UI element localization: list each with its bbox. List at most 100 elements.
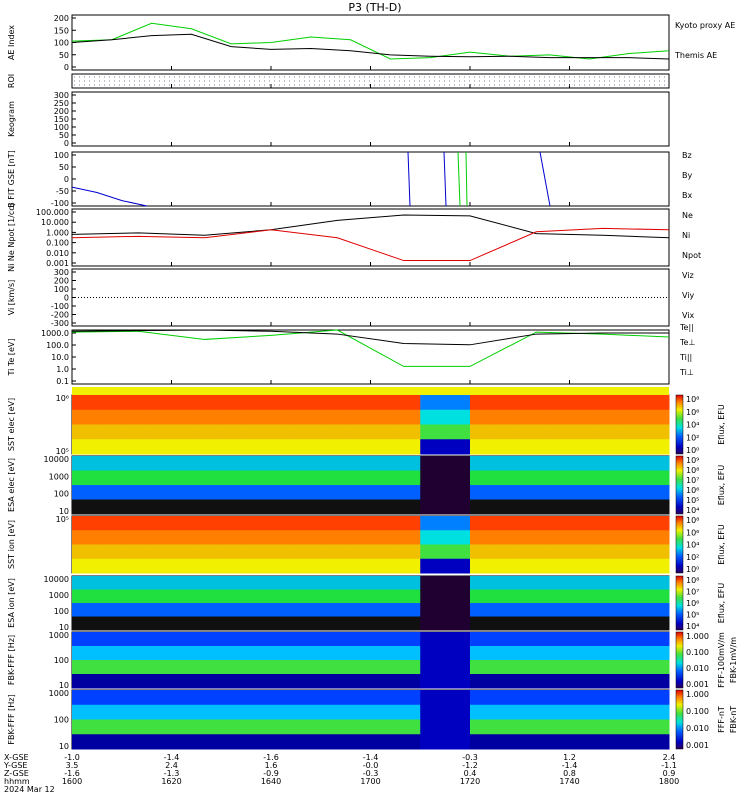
spectro-cell-fbk_e	[146, 719, 172, 735]
spectro-cell-sst_i	[121, 516, 148, 531]
spectro-cell-fbk_b	[519, 660, 546, 675]
ytick-esa_e: 100	[54, 490, 69, 499]
spectro-cell-sst_i	[569, 516, 595, 531]
spectro-cell-fbk_b	[420, 674, 446, 689]
spectro-cell-fbk_e	[121, 690, 148, 706]
spectro-cell-esa_e	[146, 470, 172, 486]
spectro-cell-sst_e	[569, 424, 595, 440]
spectro-cell-fbk_b	[221, 674, 247, 689]
ae-series-line	[71, 22, 670, 60]
b-transition-line	[407, 151, 411, 207]
spectro-cell-esa_e	[494, 499, 521, 515]
time-tick: 1720	[460, 777, 480, 786]
spectro-cell-sst_e	[619, 439, 645, 455]
spectro-cell-sst_i	[345, 530, 371, 545]
spectro-cell-fbk_b	[370, 660, 396, 675]
spectro-cell-fbk_e	[146, 690, 172, 706]
spectro-cell-esa_e	[271, 470, 297, 486]
spectro-cell-esa_e	[345, 485, 371, 500]
cbar-tick-fbk_e: 1.000	[686, 690, 709, 699]
spectro-cell-sst_i	[420, 530, 446, 545]
spectro-cell-fbk_e	[494, 704, 521, 720]
spectro-cell-esa_i	[72, 616, 98, 631]
ae-series-line	[71, 33, 670, 60]
b-transition-line	[457, 151, 461, 207]
spectro-cell-esa_i	[395, 603, 421, 617]
spectro-cell-fbk_e	[569, 734, 595, 750]
orbit-x: -0.3	[462, 753, 478, 762]
spectro-cell-fbk_e	[246, 704, 272, 720]
spectro-cell-sst_e	[470, 395, 496, 411]
spectro-cell-esa_e	[470, 485, 496, 500]
spectro-cell-sst_e	[569, 409, 595, 425]
spectro-cell-fbk_e	[345, 704, 371, 720]
temperature-line	[71, 329, 670, 367]
ytick-fbk_e: 100	[54, 716, 69, 725]
spectro-cell-fbk_b	[171, 660, 197, 675]
spectro-cell-fbk_e	[594, 704, 620, 720]
spectro-cell-sst_i	[619, 516, 645, 531]
spectro-cell-fbk_e	[470, 734, 496, 750]
spectro-cell-fbk_b	[644, 632, 670, 647]
ytick-density: 0.010	[46, 249, 69, 258]
spectro-cell-esa_i	[569, 603, 595, 617]
ytick-fbk_b: 10	[59, 681, 69, 690]
cbar-tick-esa_e: 10⁸	[686, 466, 699, 475]
spectro-cell-sst_e	[171, 424, 197, 440]
spectro-cell-sst_i	[619, 530, 645, 545]
spectro-cell-fbk_e	[345, 690, 371, 706]
cbar-tick-esa_i: 10⁷	[686, 588, 699, 597]
spectro-cell-esa_e	[395, 485, 421, 500]
spectro-cell-fbk_b	[121, 660, 148, 675]
spectro-cell-fbk_b	[146, 632, 172, 647]
spectro-cell-fbk_e	[121, 734, 148, 750]
spectro-cell-sst_i	[519, 544, 546, 560]
spectro-cell-sst_i	[395, 558, 421, 574]
spectro-cell-esa_e	[320, 499, 347, 515]
spectro-cell-sst_i	[345, 558, 371, 574]
spectro-cell-esa_i	[345, 603, 371, 617]
cbar-tick-sst_i: 10⁴	[686, 541, 699, 550]
spectro-cell-fbk_b	[246, 632, 272, 647]
cbar-tick-sst_e: 10⁸	[686, 395, 699, 404]
spectro-cell-fbk_b	[544, 674, 570, 689]
ytick-keogram: 100	[54, 123, 69, 132]
legend-v-2: Vix	[682, 311, 695, 320]
spectro-cell-fbk_e	[569, 690, 595, 706]
spectro-cell-fbk_b	[445, 660, 471, 675]
spectro-cell-esa_e	[395, 456, 421, 471]
spectro-cell-sst_e	[569, 439, 595, 455]
spectro-cell-esa_i	[271, 603, 297, 617]
spectro-cell-sst_i	[370, 544, 396, 560]
spectro-cell-sst_e	[246, 439, 272, 455]
spectro-cell-fbk_b	[494, 646, 521, 661]
spectro-cell-esa_i	[420, 616, 446, 631]
spectro-cell-esa_i	[370, 603, 396, 617]
spectro-cell-esa_i	[445, 603, 471, 617]
spectro-cell-esa_e	[196, 470, 222, 486]
spectro-cell-sst_e	[594, 409, 620, 425]
spectro-cell-sst_e	[345, 424, 371, 440]
spectro-cell-sst_i	[544, 516, 570, 531]
spectro-cell-esa_e	[569, 499, 595, 515]
spectro-cell-fbk_e	[494, 734, 521, 750]
spectro-cell-esa_e	[494, 485, 521, 500]
ylabel-density: Ni Ne Npot [1/cc]	[7, 203, 16, 272]
spectro-cell-esa_e	[420, 499, 446, 515]
cbar-tick-esa_e: 10⁴	[686, 506, 699, 515]
spectro-cell-sst_i	[221, 530, 247, 545]
spectro-cell-esa_e	[295, 485, 322, 500]
cbar-tick-esa_i: 10⁵	[686, 611, 699, 620]
spectro-cell-sst_i	[72, 558, 98, 574]
spectro-cell-esa_i	[619, 589, 645, 604]
spectro-cell-esa_e	[271, 499, 297, 515]
orbit-x: -1.4	[164, 753, 180, 762]
spectro-cell-esa_i	[121, 576, 148, 590]
ylabel-esa_i: ESA ion [eV]	[7, 578, 16, 628]
spectro-cell-esa_i	[146, 616, 172, 631]
ylabel-bfield: B FIT GSE [nT]	[7, 150, 16, 208]
spectro-cell-fbk_b	[544, 660, 570, 675]
orbit-y: 1.6	[265, 761, 278, 770]
cbar-label-esa_i: Eflux, EFU	[717, 583, 726, 624]
spectro-cell-esa_i	[146, 603, 172, 617]
